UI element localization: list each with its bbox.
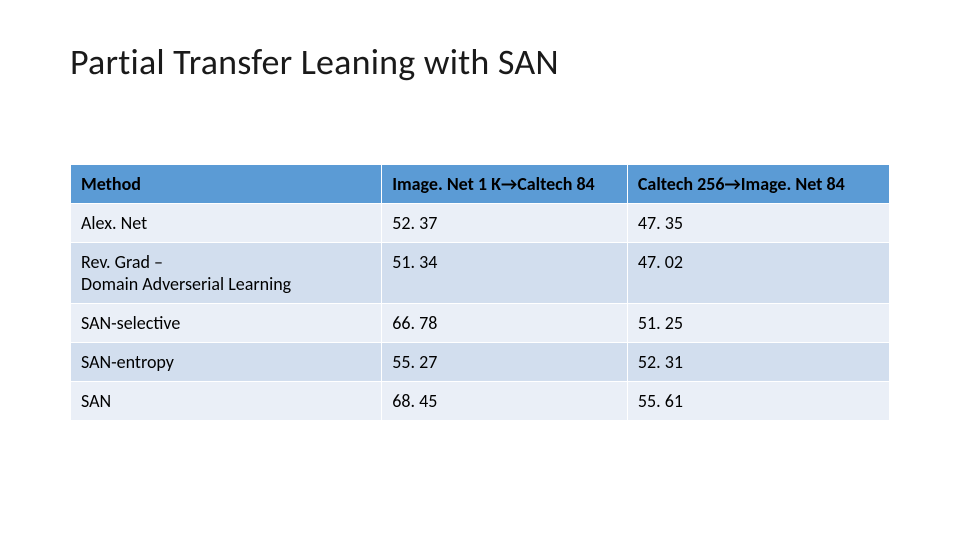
table-row: SAN 68. 45 55. 61 [71, 382, 890, 421]
cell-method: Rev. Grad – Domain Adverserial Learning [71, 243, 382, 304]
cell-value-a: 66. 78 [382, 304, 628, 343]
cell-value-b: 51. 25 [627, 304, 889, 343]
method-name: Rev. Grad – [81, 251, 163, 273]
slide-title: Partial Transfer Leaning with SAN [70, 40, 890, 84]
cell-value-b: 55. 61 [627, 382, 889, 421]
cell-value-b: 47. 35 [627, 204, 889, 243]
method-subtitle: Domain Adverserial Learning [81, 273, 371, 295]
method-name: Alex. Net [81, 212, 147, 234]
header-col-b: Caltech 256→Image. Net 84 [627, 165, 889, 204]
cell-value-a: 55. 27 [382, 343, 628, 382]
cell-value-a: 51. 34 [382, 243, 628, 304]
method-name: SAN [81, 390, 111, 412]
header-col-a: Image. Net 1 K→Caltech 84 [382, 165, 628, 204]
method-name: SAN-selective [81, 312, 180, 334]
cell-method: SAN-entropy [71, 343, 382, 382]
cell-method: SAN [71, 382, 382, 421]
results-table: Method Image. Net 1 K→Caltech 84 Caltech… [70, 164, 890, 421]
cell-value-a: 68. 45 [382, 382, 628, 421]
header-method: Method [71, 165, 382, 204]
cell-value-b: 47. 02 [627, 243, 889, 304]
cell-value-a: 52. 37 [382, 204, 628, 243]
table-row: Rev. Grad – Domain Adverserial Learning … [71, 243, 890, 304]
slide: Partial Transfer Leaning with SAN Method… [0, 0, 960, 540]
table-row: SAN-entropy 55. 27 52. 31 [71, 343, 890, 382]
cell-method: Alex. Net [71, 204, 382, 243]
table-row: Alex. Net 52. 37 47. 35 [71, 204, 890, 243]
method-name: SAN-entropy [81, 351, 174, 373]
table-row: SAN-selective 66. 78 51. 25 [71, 304, 890, 343]
cell-method: SAN-selective [71, 304, 382, 343]
cell-value-b: 52. 31 [627, 343, 889, 382]
table-header-row: Method Image. Net 1 K→Caltech 84 Caltech… [71, 165, 890, 204]
